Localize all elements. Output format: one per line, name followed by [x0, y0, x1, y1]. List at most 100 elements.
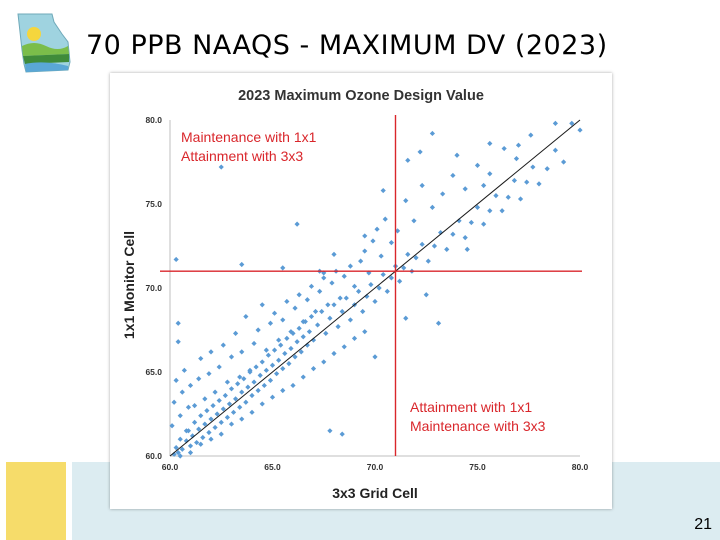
- data-point: [464, 246, 470, 252]
- data-point: [351, 335, 358, 341]
- data-point: [358, 258, 364, 264]
- data-point: [292, 305, 298, 311]
- data-point: [462, 186, 468, 192]
- data-point: [177, 453, 183, 459]
- scatter-chart: 2023 Maximum Ozone Design Value 1x1 Moni…: [121, 88, 589, 501]
- data-point: [173, 256, 179, 263]
- data-point: [179, 446, 185, 452]
- data-point: [347, 263, 353, 269]
- data-point: [259, 359, 265, 365]
- chart-title: 2023 Maximum Ozone Design Value: [238, 88, 484, 104]
- data-point: [524, 179, 530, 185]
- data-point: [239, 261, 245, 268]
- data-point: [192, 403, 198, 409]
- data-point: [226, 401, 233, 407]
- data-point: [487, 208, 493, 214]
- data-point: [171, 451, 177, 457]
- data-point: [435, 320, 442, 326]
- data-point: [210, 403, 216, 409]
- data-point: [196, 376, 202, 382]
- data-point: [175, 320, 181, 326]
- data-point: [397, 278, 403, 284]
- data-point: [271, 310, 278, 316]
- data-point: [187, 450, 194, 456]
- footer-accent-yellow: [6, 462, 66, 540]
- data-point: [280, 317, 286, 323]
- data-point: [325, 302, 331, 308]
- data-point: [187, 382, 194, 389]
- data-point: [298, 349, 304, 355]
- data-point: [179, 389, 185, 395]
- x-tick-label: 60.0: [162, 462, 179, 472]
- data-point: [511, 177, 517, 184]
- data-point: [341, 273, 347, 279]
- georgia-state-logo-icon: [17, 13, 71, 73]
- data-point: [474, 204, 481, 210]
- data-point: [438, 229, 444, 236]
- slide-title: 70 PPB NAAQS - MAXIMUM DV (2023): [86, 30, 608, 61]
- data-point: [513, 156, 520, 162]
- data-point: [177, 436, 183, 442]
- data-point: [212, 424, 218, 431]
- data-point: [218, 431, 224, 437]
- data-point: [294, 339, 300, 345]
- data-point: [347, 317, 353, 323]
- data-point: [239, 389, 245, 395]
- chart-panel: 2023 Maximum Ozone Design Value 1x1 Moni…: [110, 73, 612, 509]
- data-point: [187, 443, 194, 449]
- data-point: [384, 288, 390, 294]
- data-point: [304, 297, 310, 303]
- data-point: [198, 355, 204, 362]
- data-point: [216, 364, 222, 370]
- data-point: [362, 248, 368, 254]
- data-point: [206, 429, 212, 436]
- data-point: [185, 404, 192, 410]
- data-point: [177, 413, 183, 419]
- data-point: [169, 423, 175, 429]
- data-point: [228, 421, 235, 427]
- data-point: [362, 329, 368, 335]
- data-point: [517, 196, 524, 202]
- data-point: [196, 426, 202, 432]
- annotation-line: Maintenance with 3x3: [410, 418, 546, 434]
- data-point: [204, 408, 210, 414]
- data-point: [337, 295, 343, 301]
- data-point: [251, 379, 257, 385]
- data-point: [288, 329, 294, 335]
- data-point: [257, 372, 263, 378]
- y-tick-label: 60.0: [145, 451, 162, 461]
- data-point: [292, 354, 298, 360]
- x-tick-label: 70.0: [367, 462, 384, 472]
- data-point: [269, 362, 276, 368]
- data-point: [372, 298, 378, 305]
- annotation-maintenance-1x1: Maintenance with 1x1 Attainment with 3x3: [181, 129, 317, 164]
- data-point: [239, 416, 245, 422]
- data-point: [173, 445, 179, 451]
- page-number: 21: [694, 516, 712, 533]
- data-point: [454, 152, 460, 158]
- data-point: [462, 235, 468, 241]
- data-point: [331, 302, 337, 308]
- data-point: [315, 322, 321, 328]
- data-point: [261, 382, 267, 389]
- data-point: [192, 419, 198, 425]
- x-tick-label: 65.0: [264, 462, 281, 472]
- data-point: [552, 147, 558, 153]
- data-point: [360, 308, 366, 315]
- data-point: [243, 399, 249, 405]
- data-point: [331, 350, 337, 357]
- data-point: [403, 198, 409, 204]
- data-point: [233, 396, 239, 402]
- data-point: [487, 140, 493, 147]
- data-point: [335, 324, 341, 330]
- y-tick-label: 75.0: [145, 199, 162, 209]
- data-point: [499, 208, 505, 214]
- data-point: [175, 339, 181, 345]
- data-point: [208, 349, 214, 355]
- data-point: [263, 347, 269, 353]
- data-point: [175, 450, 181, 456]
- data-point: [282, 350, 288, 357]
- data-point: [276, 357, 282, 363]
- data-point: [253, 364, 259, 370]
- data-point: [267, 377, 274, 383]
